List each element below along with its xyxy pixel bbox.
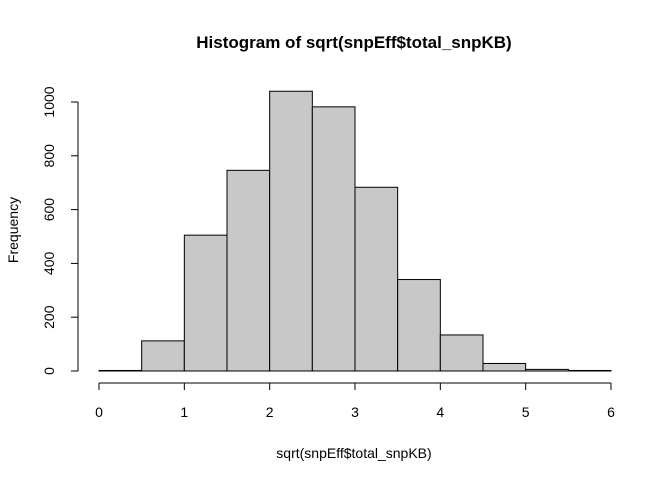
y-axis: 0 200 400 600 800 1000 bbox=[41, 86, 79, 375]
chart-title: Histogram of sqrt(snpEff$total_snpKB) bbox=[196, 33, 511, 52]
y-tick-label: 800 bbox=[41, 144, 57, 168]
x-tick-label: 3 bbox=[351, 404, 359, 420]
histogram-bar bbox=[397, 279, 441, 372]
y-tick-label: 600 bbox=[41, 198, 57, 222]
histogram-bar bbox=[567, 369, 612, 372]
y-tick-label: 0 bbox=[41, 367, 57, 375]
x-axis-label: sqrt(snpEff$total_snpKB) bbox=[276, 445, 431, 461]
x-tick-label: 0 bbox=[95, 404, 103, 420]
histogram-bar bbox=[269, 90, 313, 372]
histogram-bar bbox=[98, 369, 143, 372]
y-tick-label: 400 bbox=[41, 252, 57, 276]
y-tick-label: 1000 bbox=[41, 86, 57, 117]
histogram-bar bbox=[226, 169, 271, 372]
x-axis: 0 1 2 3 4 5 6 bbox=[95, 382, 615, 420]
x-tick-label: 2 bbox=[266, 404, 274, 420]
bars-group bbox=[98, 90, 612, 372]
x-tick-label: 1 bbox=[180, 404, 188, 420]
histogram-bar bbox=[311, 106, 356, 372]
histogram-bar bbox=[141, 340, 185, 372]
histogram-bar bbox=[183, 234, 228, 372]
histogram-bar bbox=[525, 368, 569, 372]
x-tick-label: 5 bbox=[522, 404, 530, 420]
x-tick-label: 6 bbox=[607, 404, 615, 420]
histogram-bar bbox=[482, 362, 527, 372]
y-axis-label: Frequency bbox=[5, 197, 21, 263]
histogram-bar bbox=[354, 186, 399, 372]
y-tick-label: 200 bbox=[41, 305, 57, 329]
x-tick-label: 4 bbox=[436, 404, 444, 420]
histogram-bar bbox=[439, 334, 484, 372]
